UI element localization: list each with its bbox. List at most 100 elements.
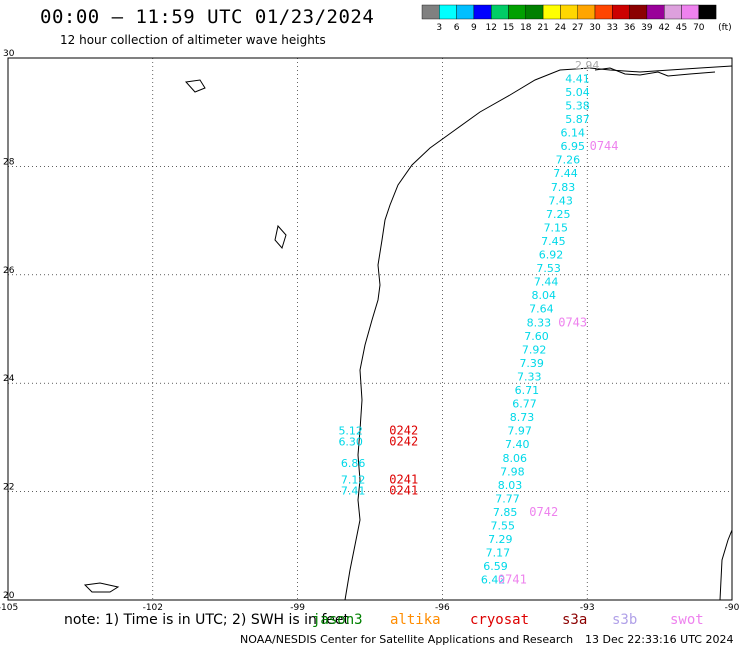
- lon-tick-label: -102: [143, 603, 163, 613]
- colorbar-label: 3: [436, 23, 442, 33]
- generation-timestamp: 13 Dec 22:33:16 UTC 2024: [585, 633, 734, 646]
- lat-tick-label: 20: [3, 591, 15, 601]
- swh-value: 7.40: [505, 438, 530, 451]
- swh-value: 7.98: [500, 465, 525, 478]
- swh-value: 8.04: [532, 289, 557, 302]
- swh-value: 7.53: [536, 262, 561, 275]
- swh-value: 6.95: [560, 140, 585, 153]
- swh-value: 7.25: [546, 208, 571, 221]
- colorbar-unit: (ft): [718, 23, 732, 33]
- swh-value: 8.73: [510, 411, 535, 424]
- colorbar-swatch: [473, 4, 492, 20]
- swh-value: 8.33: [527, 316, 552, 329]
- colorbar-label: 9: [471, 23, 477, 33]
- sat-swot: swot: [670, 612, 704, 628]
- coastline-path: [344, 65, 733, 601]
- lon-tick-label: -105: [0, 603, 18, 613]
- swh-value: 7.44: [534, 276, 559, 289]
- colorbar-swatch: [629, 4, 648, 20]
- island-shape: [594, 67, 716, 77]
- swh-value: 7.15: [544, 221, 569, 234]
- swh-value: 5.04: [565, 86, 590, 99]
- swh-value: 7.12: [341, 473, 366, 486]
- swh-value: 7.97: [507, 425, 532, 438]
- colorbar-label: 39: [641, 23, 653, 33]
- colorbar-swatch: [525, 4, 544, 20]
- swh-value: 2.94: [575, 59, 600, 72]
- pass-time: 0242: [389, 424, 418, 438]
- lon-tick-label: -90: [725, 603, 740, 613]
- credit-line: NOAA/NESDIS Center for Satellite Applica…: [240, 633, 574, 646]
- map-subtitle: 12 hour collection of altimeter wave hei…: [60, 33, 326, 47]
- swh-value: 6.71: [515, 384, 540, 397]
- colorbar-label: 12: [485, 23, 496, 33]
- coastline: [83, 65, 733, 601]
- swh-value: 7.85: [493, 506, 518, 519]
- swh-value: 7.55: [490, 520, 515, 533]
- swh-value: 5.12: [338, 425, 363, 438]
- lon-tick-label: -96: [435, 603, 450, 613]
- wave-height-values: 2.944.415.045.385.876.146.957.267.447.83…: [338, 59, 599, 587]
- colorbar-swatch: [681, 4, 699, 20]
- swh-value: 7.33: [517, 370, 542, 383]
- colorbar-swatch: [560, 4, 578, 20]
- sat-s3a: s3a: [562, 612, 588, 628]
- pass-time: 0743: [558, 315, 587, 329]
- coastline-path: [719, 529, 733, 601]
- colorbar-label: 30: [589, 23, 601, 33]
- island-shape: [83, 582, 120, 593]
- colorbar-swatch: [439, 4, 457, 20]
- swh-value: 7.77: [495, 492, 520, 505]
- swh-value: 7.39: [519, 357, 544, 370]
- colorbar-label: 24: [555, 23, 567, 33]
- axis-labels: -105 -102 -99 -96 -93 -90 20 22 24 26 28 30: [0, 49, 740, 613]
- pass-time: 0741: [498, 573, 527, 587]
- colorbar-swatch: [456, 4, 475, 20]
- lat-tick-label: 30: [3, 49, 15, 59]
- sat-altika: altika: [390, 612, 441, 628]
- colorbar-swatch: [508, 4, 526, 20]
- colorbar-swatch: [664, 4, 682, 20]
- colorbar-label: 21: [537, 23, 548, 33]
- island-shape: [185, 79, 206, 93]
- swh-value: 6.59: [483, 560, 508, 573]
- colorbar-label: 6: [454, 23, 460, 33]
- colorbar-label: 27: [572, 23, 583, 33]
- colorbar-swatch: [594, 4, 613, 20]
- map-title: 00:00 – 11:59 UTC 01/23/2024: [40, 6, 375, 28]
- colorbar-swatch: [646, 4, 665, 20]
- swh-value: 5.38: [565, 99, 590, 112]
- colorbar-swatch: [421, 4, 440, 20]
- pass-time: 0241: [389, 472, 418, 486]
- lat-tick-label: 28: [3, 157, 15, 167]
- map-frame: [7, 57, 733, 601]
- swh-value: 6.42: [481, 574, 506, 587]
- colorbar-label: 15: [503, 23, 514, 33]
- colorbar-label: 45: [676, 23, 687, 33]
- satellite-legend: jason3 altika cryosat s3a s3b swot: [0, 612, 740, 632]
- colorbar-label: 18: [520, 23, 532, 33]
- colorbar-label: 42: [658, 23, 669, 33]
- swh-value: 7.29: [488, 533, 513, 546]
- colorbar-swatch: [612, 4, 630, 20]
- colorbar-swatch: [491, 4, 509, 20]
- colorbar-label: 36: [624, 23, 636, 33]
- note-text: note: 1) Time is in UTC; 2) SWH is in fe…: [64, 612, 350, 628]
- swh-value: 6.86: [341, 457, 366, 470]
- swh-value: 7.17: [486, 547, 511, 560]
- swh-value: 5.87: [565, 113, 590, 126]
- swh-value: 6.14: [560, 127, 585, 140]
- pass-time: 0744: [590, 139, 619, 153]
- island-shape: [274, 224, 287, 250]
- swh-value: 6.77: [512, 398, 537, 411]
- pass-time: 0242: [389, 435, 418, 449]
- swh-value: 4.41: [565, 72, 590, 85]
- lon-tick-label: -99: [290, 603, 305, 613]
- swh-value: 7.45: [541, 235, 566, 248]
- lat-tick-label: 26: [3, 266, 15, 276]
- lon-tick-label: -93: [580, 603, 595, 613]
- pass-time: 0742: [529, 505, 558, 519]
- swh-value: 7.92: [522, 343, 547, 356]
- lat-tick-label: 24: [3, 374, 15, 384]
